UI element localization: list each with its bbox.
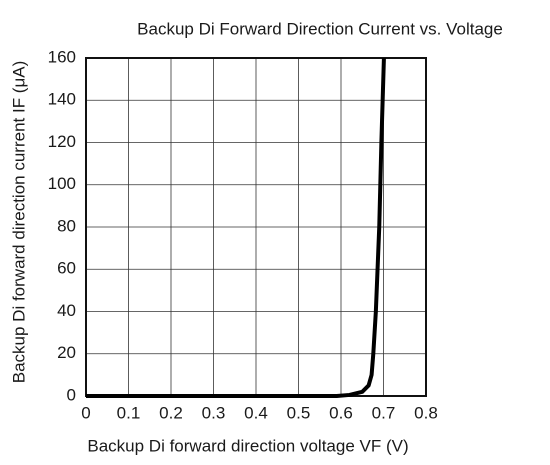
x-tick-label: 0.8: [414, 403, 438, 422]
x-axis-label: Backup Di forward direction voltage VF (…: [87, 436, 408, 455]
y-tick-label: 120: [48, 132, 76, 151]
chart-title: Backup Di Forward Direction Current vs. …: [137, 19, 503, 38]
x-tick-label: 0.2: [159, 403, 183, 422]
x-tick-label: 0: [81, 403, 90, 422]
x-tick-label: 0.1: [117, 403, 141, 422]
x-tick-label: 0.4: [244, 403, 268, 422]
y-tick-label: 40: [57, 301, 76, 320]
x-tick-label: 0.5: [287, 403, 311, 422]
y-tick-label: 100: [48, 174, 76, 193]
y-tick-label: 140: [48, 90, 76, 109]
x-tick-label: 0.3: [202, 403, 226, 422]
x-tick-label: 0.7: [372, 403, 396, 422]
y-tick-label: 60: [57, 259, 76, 278]
y-tick-label: 0: [67, 385, 76, 404]
y-axis-label: Backup Di forward direction current IF (…: [9, 61, 28, 384]
x-tick-label: 0.6: [329, 403, 353, 422]
y-tick-label: 20: [57, 343, 76, 362]
y-tick-label: 80: [57, 216, 76, 235]
data-line: [86, 57, 386, 398]
y-tick-label: 160: [48, 47, 76, 66]
